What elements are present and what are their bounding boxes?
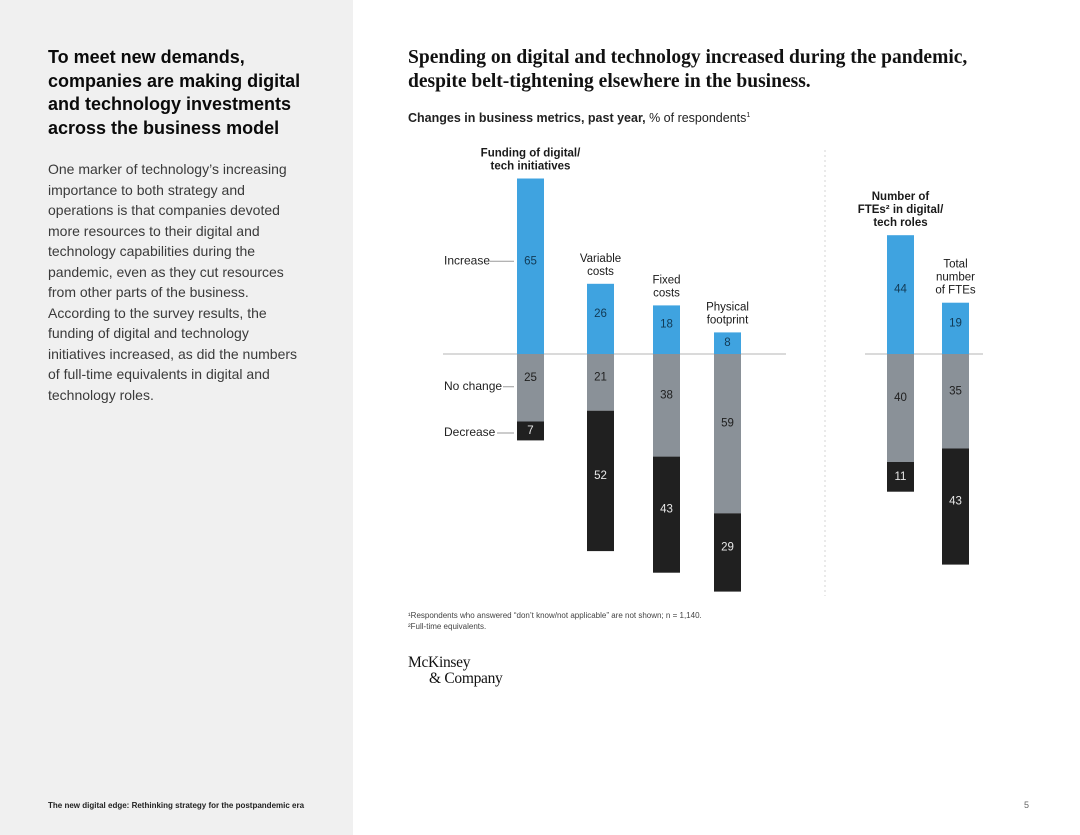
bar-no-change: [587, 354, 614, 411]
category-label: footprint: [707, 314, 749, 326]
data-label-increase: 19: [949, 317, 962, 329]
category-label: Physical: [706, 301, 749, 313]
legend-label: Increase: [444, 253, 490, 267]
chart-subtitle: Changes in business metrics, past year, …: [408, 111, 750, 125]
data-label-decrease: 43: [660, 504, 673, 516]
page-number: 5: [1024, 800, 1030, 810]
mckinsey-logo: McKinsey & Company: [408, 655, 503, 687]
bar-no-change: [653, 354, 680, 457]
data-label-decrease: 43: [949, 496, 962, 508]
data-label-increase: 18: [660, 319, 673, 331]
data-label-no-change: 59: [721, 418, 734, 430]
data-label-increase: 44: [894, 284, 907, 296]
data-label-decrease: 7: [527, 425, 533, 437]
category-label: Variable: [580, 253, 621, 265]
bar-increase: [587, 283, 614, 354]
chart-main-title: Spending on digital and technology incre…: [408, 47, 968, 92]
footer-publication-title: The new digital edge: Rethinking strateg…: [48, 801, 305, 810]
category-label: FTEs² in digital/: [858, 204, 944, 216]
subtitle-footnote-marker: 1: [746, 111, 751, 119]
data-label-no-change: 40: [894, 392, 907, 404]
category-label: tech initiatives: [491, 161, 571, 173]
sidebar-panel: To meet new demands, companies are makin…: [0, 0, 353, 835]
bar-decrease: [887, 462, 914, 492]
bar-increase: [653, 305, 680, 354]
data-label-decrease: 11: [895, 471, 907, 483]
bar-no-change: [887, 354, 914, 462]
subtitle-unit-text: % of respondents: [645, 111, 747, 125]
category-label: Total: [943, 259, 967, 271]
category-label: costs: [653, 287, 680, 299]
category-label: number: [936, 272, 975, 284]
category-label: tech roles: [873, 217, 927, 229]
bar-decrease: [517, 421, 544, 441]
category-label: costs: [587, 266, 614, 278]
data-label-no-change: 35: [949, 385, 962, 397]
logo-line-2: & Company: [429, 670, 503, 687]
sidebar-body-text: One marker of technology’s increasing im…: [48, 161, 298, 403]
footnote-1: ¹Respondents who answered “don’t know/no…: [408, 611, 702, 620]
data-label-decrease: 52: [594, 470, 607, 482]
bar-decrease: [714, 513, 741, 592]
bar-decrease: [653, 456, 680, 573]
data-label-no-change: 38: [660, 389, 673, 401]
category-label: Funding of digital/: [481, 148, 581, 160]
bar-no-change: [517, 354, 544, 422]
legend-label: Decrease: [444, 425, 496, 439]
data-label-increase: 65: [524, 255, 537, 267]
logo-line-1: McKinsey: [408, 654, 471, 671]
bar-no-change: [942, 354, 969, 449]
category-label: Number of: [872, 191, 930, 203]
bar-decrease: [942, 448, 969, 565]
bar-increase: [517, 178, 544, 354]
data-label-no-change: 25: [524, 372, 537, 384]
bar-increase: [942, 302, 969, 354]
data-label-decrease: 29: [721, 541, 734, 553]
legend-label: No change: [444, 379, 502, 393]
category-label: of FTEs: [935, 285, 976, 297]
bar-increase: [714, 332, 741, 354]
data-label-no-change: 21: [594, 371, 607, 383]
bar-decrease: [587, 410, 614, 552]
sidebar-heading: To meet new demands, companies are makin…: [48, 47, 301, 138]
category-label: Fixed: [652, 274, 680, 286]
footnote-2: ²Full-time equivalents.: [408, 622, 487, 631]
bar-no-change: [714, 354, 741, 514]
bar-increase: [887, 235, 914, 354]
subtitle-bold-text: Changes in business metrics, past year,: [408, 111, 646, 125]
data-label-increase: 26: [594, 308, 607, 320]
data-label-increase: 8: [724, 337, 730, 349]
